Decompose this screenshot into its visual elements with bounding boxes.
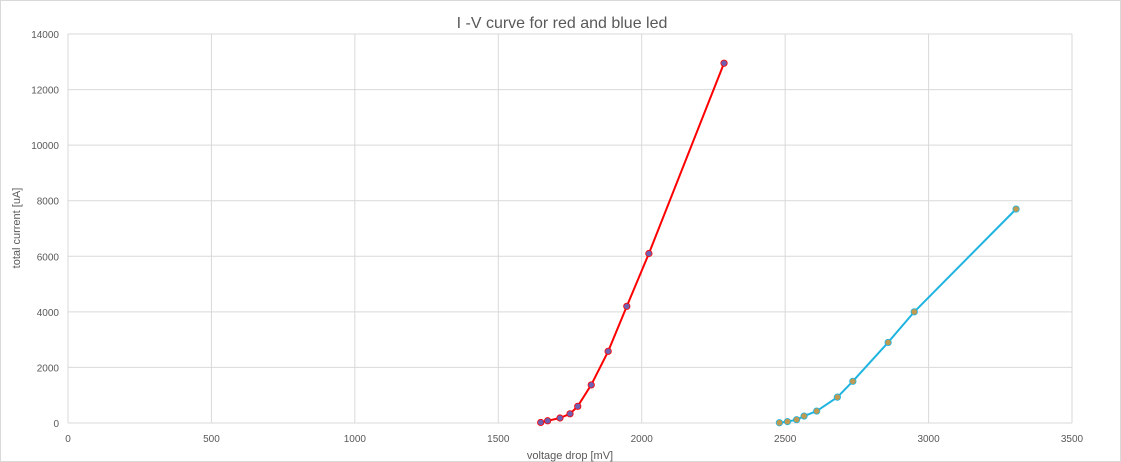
tick-labels: 0 500 1000 1500 2000 2500 3000 3500 0 2000 4000 600… — [31, 30, 1083, 445]
data-point — [910, 308, 918, 316]
x-tick-label: 3500 — [1061, 434, 1084, 445]
data-point — [720, 59, 728, 67]
x-axis-label: voltage drop [mV] — [527, 450, 613, 462]
x-tick-label: 3000 — [917, 434, 940, 445]
data-point — [793, 416, 801, 424]
series-line — [540, 62, 725, 424]
y-tick-label: 6000 — [37, 252, 60, 263]
data-point — [800, 412, 808, 420]
x-tick-label: 1000 — [344, 434, 367, 445]
plot-series — [537, 59, 1020, 427]
data-point — [623, 302, 631, 310]
data-point — [587, 381, 595, 389]
data-point — [645, 249, 653, 258]
series-line — [779, 208, 1017, 424]
data-point — [775, 419, 784, 427]
x-tick-label: 2000 — [631, 434, 654, 445]
data-point — [813, 407, 821, 415]
data-point — [604, 347, 612, 355]
y-tick-label: 14000 — [31, 30, 59, 41]
data-point — [574, 402, 582, 410]
data-point — [849, 377, 857, 385]
y-tick-label: 8000 — [37, 197, 60, 208]
y-axis-label: total current [uA] — [11, 188, 23, 269]
y-tick-label: 4000 — [37, 308, 60, 319]
data-point — [884, 338, 892, 347]
y-tick-label: 12000 — [31, 86, 59, 97]
x-tick-label: 2500 — [774, 434, 797, 445]
x-tick-label: 1500 — [487, 434, 510, 445]
data-point — [544, 417, 552, 425]
chart-title: I -V curve for red and blue led — [457, 15, 668, 32]
y-tick-label: 10000 — [31, 141, 59, 152]
data-point — [1012, 205, 1020, 213]
grid — [67, 33, 1073, 424]
x-tick-label: 0 — [65, 434, 71, 445]
y-tick-label: 2000 — [37, 363, 60, 374]
data-point — [556, 414, 564, 422]
series-0 — [537, 59, 728, 427]
x-tick-label: 500 — [203, 434, 220, 445]
y-tick-label: 0 — [53, 419, 59, 430]
data-point — [537, 418, 545, 427]
series-1 — [775, 205, 1020, 427]
data-point — [833, 393, 841, 401]
data-point — [783, 418, 792, 426]
data-point — [566, 410, 574, 418]
